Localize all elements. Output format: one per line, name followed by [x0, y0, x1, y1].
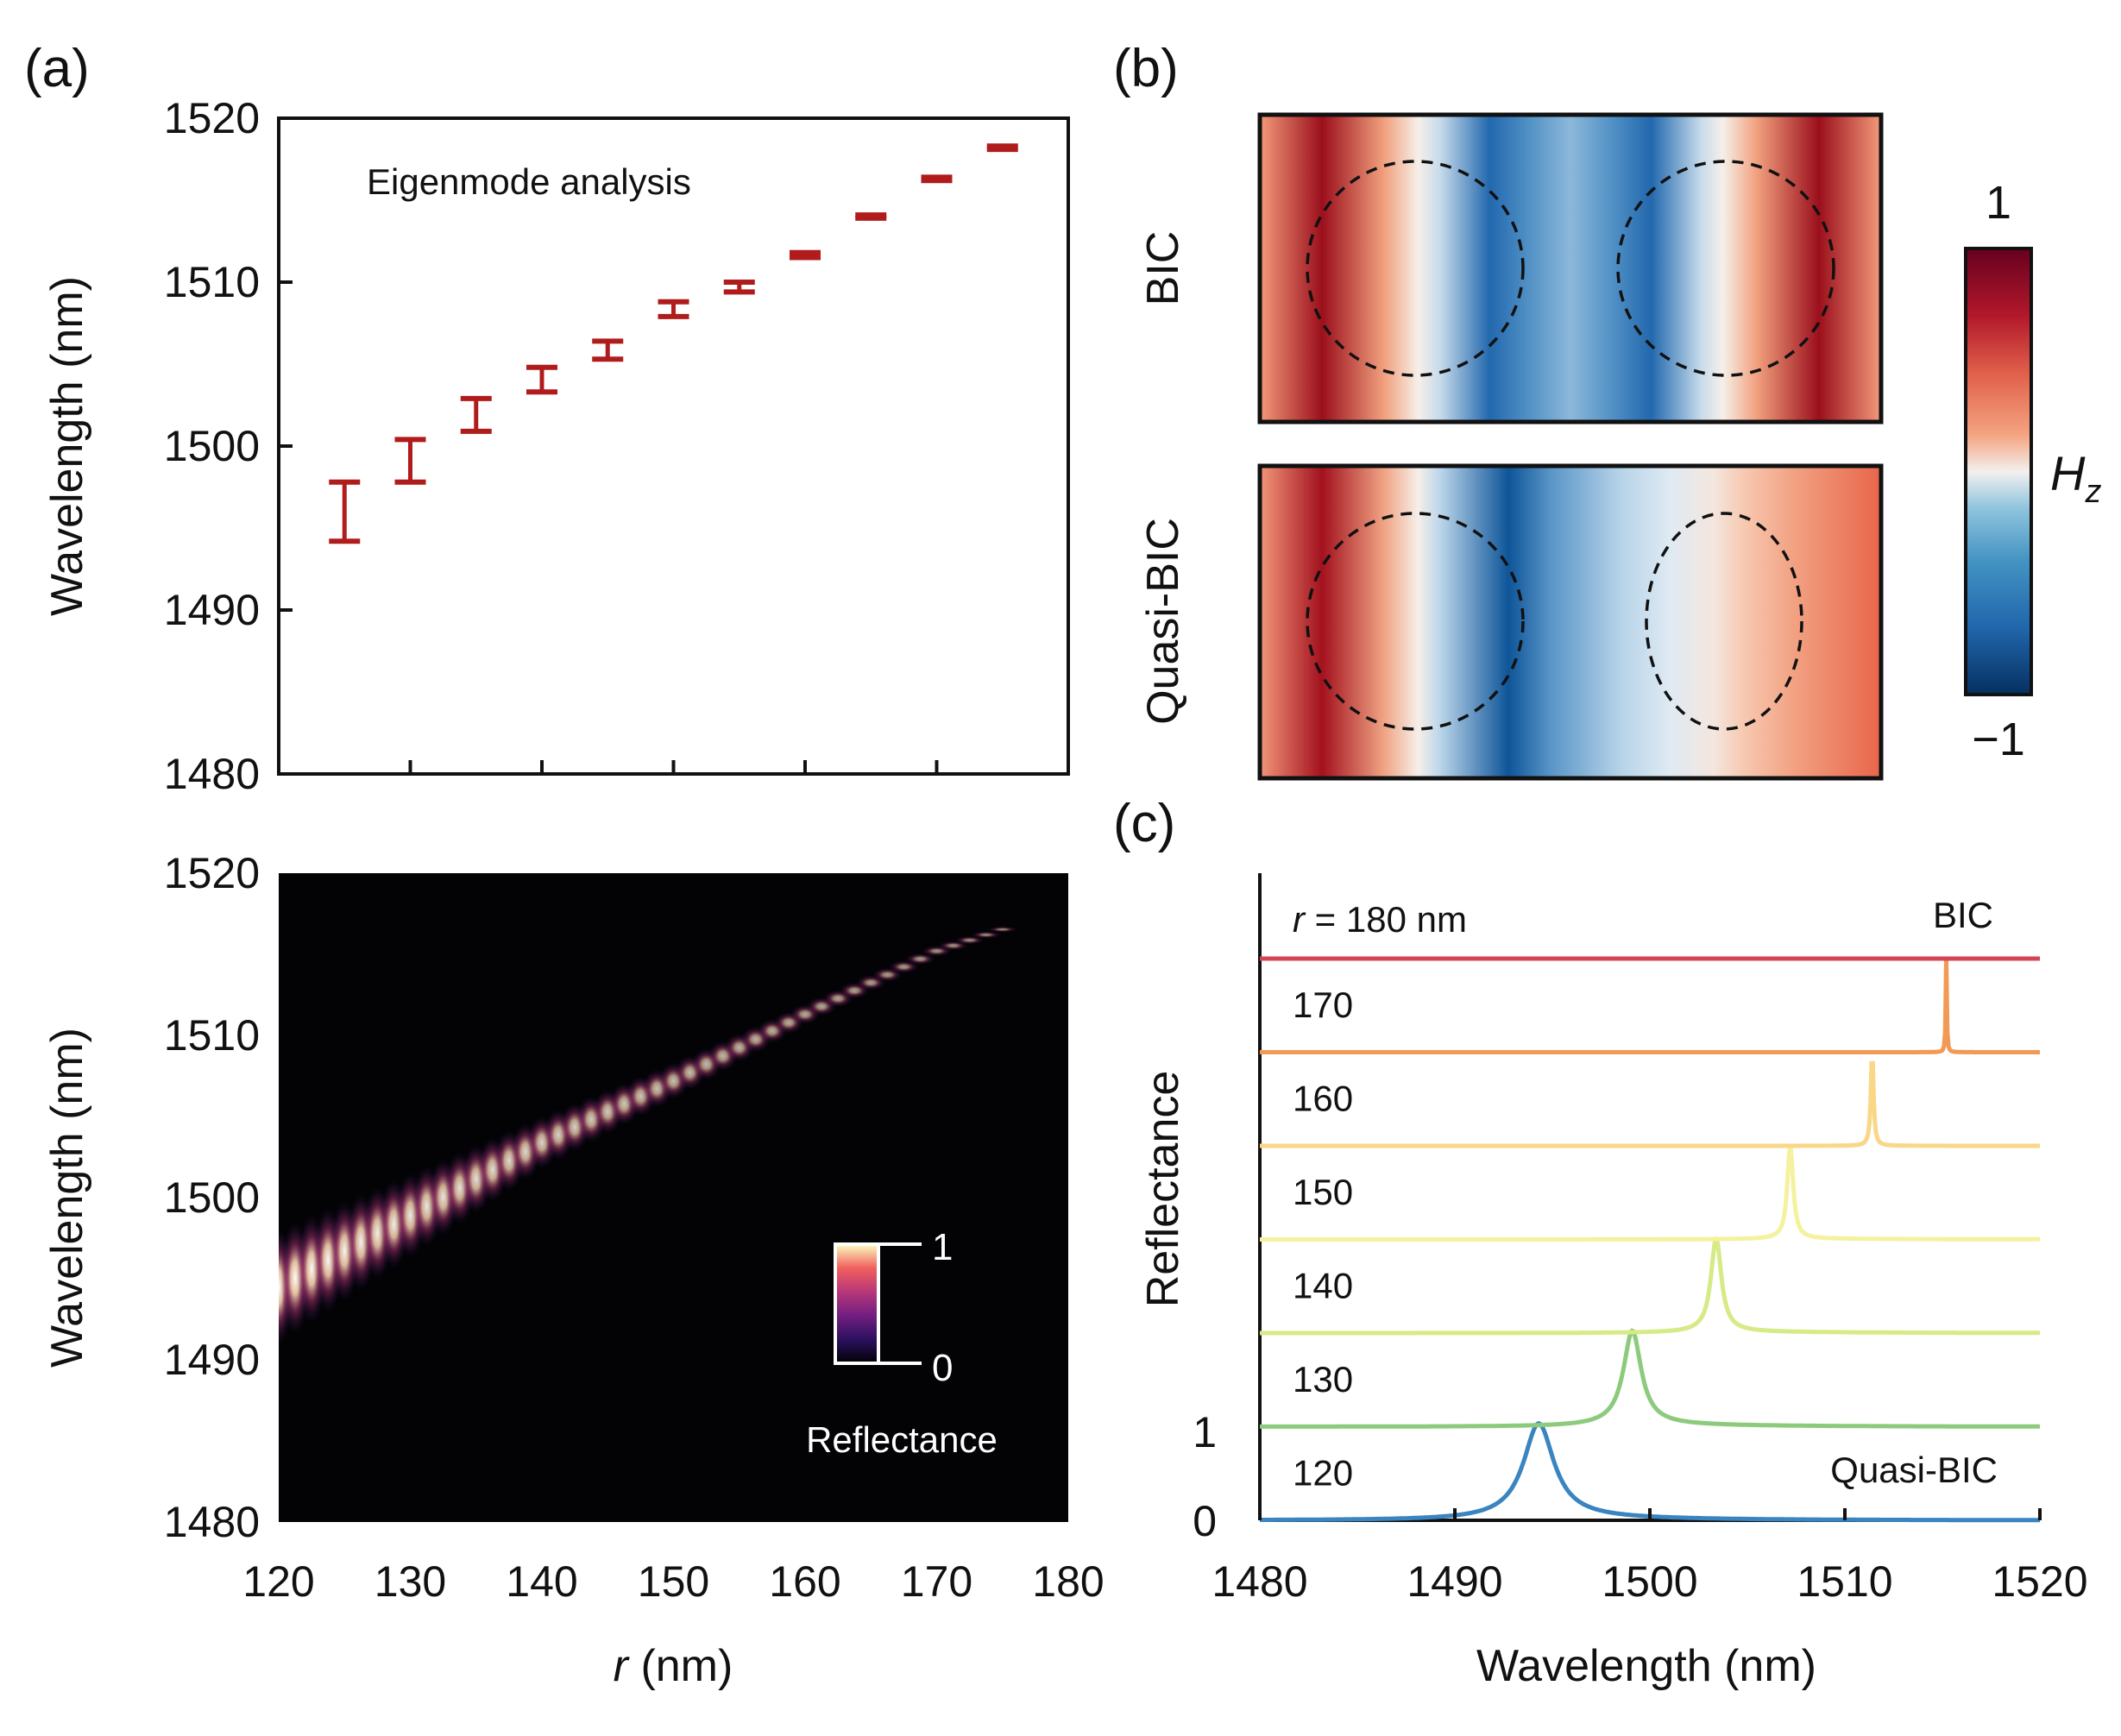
- quasi-bic-right-pillar: [1645, 512, 1803, 731]
- c-ytick-0: 0: [1193, 1497, 1217, 1545]
- a-bottom-ytick-label: 1520: [164, 849, 260, 897]
- c-annotation-r: r: [1293, 899, 1306, 940]
- reflectance-resonance-spot: [987, 926, 1017, 933]
- errorbar-point: [329, 479, 361, 544]
- xlabel-rest: (nm): [628, 1641, 733, 1691]
- quasi-bic-left-pillar: [1306, 512, 1525, 731]
- curve-label-r160: 160: [1293, 1079, 1353, 1119]
- reflectance-resonance-spot: [889, 960, 919, 973]
- reflectance-curve-r140: [1260, 1236, 2040, 1336]
- row-label-bic: BIC: [1138, 231, 1188, 306]
- chart-b: BIC Quasi-BIC 1 −1 Hz: [1138, 112, 2101, 781]
- a-top-ytick-label: 1520: [164, 94, 260, 142]
- curve-label-r140: 140: [1293, 1266, 1353, 1306]
- errorbar-point: [526, 364, 557, 395]
- c-xtick-label: 1500: [1602, 1557, 1697, 1606]
- colorbar-max-label: 1: [932, 1226, 953, 1268]
- c-ylabel: Reflectance: [1138, 1071, 1188, 1308]
- errorbar-point: [723, 280, 755, 295]
- hz-colorbar-max: 1: [1986, 177, 2011, 229]
- colorbar-min-label: 0: [932, 1347, 953, 1389]
- panel-label-b: (b): [1113, 39, 1179, 98]
- errorbar-point: [460, 395, 492, 434]
- colorbar-title: Reflectance: [806, 1419, 998, 1460]
- hz-symbol: H: [2050, 446, 2086, 500]
- chart-a-top-frame: [277, 116, 1070, 776]
- c-xtick-label: 1490: [1407, 1557, 1502, 1606]
- c-xtick-label: 1520: [1992, 1557, 2087, 1606]
- hz-colorbar-label: Hz: [2050, 446, 2101, 510]
- a-bottom-xtick-label: 170: [901, 1557, 972, 1606]
- errorbar-point: [394, 437, 426, 485]
- a-bottom-xtick-label: 150: [638, 1557, 709, 1606]
- errorbar-point: [855, 212, 887, 221]
- c-annotation-quasi-bic: Quasi-BIC: [1830, 1450, 1998, 1490]
- errorbar-point: [592, 338, 624, 362]
- panel-label-c: (c): [1113, 794, 1175, 853]
- c-annotation-r180: r = 180 nm: [1293, 899, 1467, 940]
- a-top-ytick-label: 1510: [164, 258, 260, 306]
- chart-a-top: Eigenmode analysis 14801490150015101520 …: [42, 94, 1070, 798]
- quasi-bic-field-map: [1257, 463, 1884, 781]
- reflectance-colorbar-bar: [834, 1242, 880, 1365]
- reflectance-curve-r170: [1260, 959, 2040, 1054]
- a-bottom-xtick-label: 120: [242, 1557, 314, 1606]
- reflectance-curve-r130: [1260, 1328, 2040, 1429]
- a-bottom-ytick-label: 1510: [164, 1011, 260, 1060]
- c-annotation-bic: BIC: [1933, 895, 1993, 935]
- reflectance-curve-r160: [1260, 1060, 2040, 1148]
- reflectance-resonance-spot: [971, 931, 1001, 939]
- reflectance-resonance-spot: [954, 936, 985, 945]
- a-top-ytick-label: 1500: [164, 422, 260, 470]
- c-ytick-1: 1: [1193, 1408, 1217, 1456]
- errorbar-point: [986, 143, 1018, 153]
- panel-label-a: (a): [24, 39, 90, 98]
- errorbar-point: [790, 249, 821, 261]
- reflectance-colorbar: 1 0 Reflectance: [806, 1226, 998, 1460]
- curve-label-r120: 120: [1293, 1453, 1353, 1494]
- curve-label-r130: 130: [1293, 1359, 1353, 1399]
- hz-subscript: z: [2084, 474, 2101, 510]
- hz-colorbar-min: −1: [1972, 714, 2025, 765]
- a-bottom-ylabel: Wavelength (nm): [42, 1028, 92, 1368]
- a-bottom-ytick-label: 1480: [164, 1498, 260, 1546]
- errorbar-point: [658, 299, 689, 319]
- a-bottom-ytick-label: 1500: [164, 1173, 260, 1222]
- a-bottom-xtick-label: 180: [1032, 1557, 1104, 1606]
- c-annotation-rest: = 180 nm: [1305, 899, 1467, 940]
- a-bottom-ytick-label: 1490: [164, 1336, 260, 1384]
- hz-colorbar: [1964, 247, 2033, 696]
- bic-right-pillar: [1616, 160, 1835, 377]
- errorbar-point: [921, 174, 953, 184]
- a-bottom-xtick-label: 140: [506, 1557, 577, 1606]
- a-bottom-xtick-label: 160: [769, 1557, 840, 1606]
- reflectance-curve-r150: [1260, 1145, 2041, 1242]
- a-top-ytick-label: 1480: [164, 750, 260, 798]
- a-bottom-xtick-label: 130: [374, 1557, 446, 1606]
- curve-label-r170: 170: [1293, 984, 1353, 1025]
- a-top-ytick-label: 1490: [164, 586, 260, 634]
- c-xlabel: Wavelength (nm): [1476, 1641, 1816, 1691]
- c-xtick-label: 1510: [1797, 1557, 1892, 1606]
- c-xtick-label: 1480: [1212, 1557, 1307, 1606]
- bic-field-map: [1257, 112, 1884, 425]
- a-top-ylabel: Wavelength (nm): [42, 276, 92, 616]
- reflectance-resonance-spot: [905, 953, 935, 965]
- xlabel-italic: r: [614, 1641, 631, 1691]
- eigenmode-annotation: Eigenmode analysis: [367, 161, 691, 202]
- bic-left-pillar: [1306, 160, 1525, 377]
- row-label-quasi-bic: Quasi-BIC: [1138, 518, 1188, 725]
- curve-label-r150: 150: [1293, 1172, 1353, 1212]
- a-bottom-xlabel: r (nm): [614, 1641, 733, 1691]
